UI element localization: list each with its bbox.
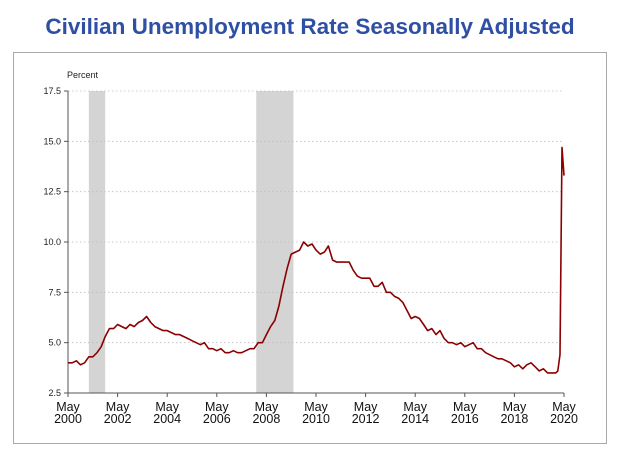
x-tick-label-year: 2002 xyxy=(104,412,132,426)
chart-title: Civilian Unemployment Rate Seasonally Ad… xyxy=(45,14,575,39)
y-tick-label: 10.0 xyxy=(43,237,61,247)
x-tick-label-year: 2020 xyxy=(550,412,578,426)
x-tick-label-year: 2000 xyxy=(54,412,82,426)
y-tick-label: 2.5 xyxy=(48,388,61,398)
grid-lines xyxy=(68,90,564,394)
chart-frame xyxy=(13,52,607,444)
y-tick-label: 5.0 xyxy=(48,338,61,348)
x-tick-label-month: May xyxy=(552,400,576,414)
x-tick-label-month: May xyxy=(56,400,80,414)
x-tick-label-year: 2008 xyxy=(252,412,280,426)
x-tick-label-month: May xyxy=(354,400,378,414)
axes xyxy=(64,90,565,397)
x-tick-label-year: 2016 xyxy=(451,412,479,426)
x-tick-label-year: 2010 xyxy=(302,412,330,426)
recession-bands xyxy=(88,91,294,393)
y-axis-unit-label: Percent xyxy=(67,70,99,80)
x-tick-label-year: 2004 xyxy=(153,412,181,426)
x-tick-label-year: 2012 xyxy=(352,412,380,426)
x-tick-label-year: 2014 xyxy=(401,412,429,426)
y-tick-label: 7.5 xyxy=(48,287,61,297)
x-tick-label-month: May xyxy=(155,400,179,414)
x-tick-label-year: 2018 xyxy=(500,412,528,426)
x-tick-label-month: May xyxy=(106,400,130,414)
y-tick-label: 15.0 xyxy=(43,136,61,146)
x-tick-label-month: May xyxy=(304,400,328,414)
x-tick-label-month: May xyxy=(255,400,279,414)
recession-band-2 xyxy=(256,91,294,393)
y-tick-label: 12.5 xyxy=(43,187,61,197)
x-tick-label-month: May xyxy=(205,400,229,414)
tick-labels: 2.55.07.510.012.515.017.5May2000May2002M… xyxy=(43,86,577,426)
x-tick-label-month: May xyxy=(453,400,477,414)
y-tick-label: 17.5 xyxy=(43,86,61,96)
x-tick-label-month: May xyxy=(503,400,527,414)
x-tick-label-year: 2006 xyxy=(203,412,231,426)
x-tick-label-month: May xyxy=(403,400,427,414)
series-lines xyxy=(68,146,565,374)
series-line-1 xyxy=(68,146,565,374)
